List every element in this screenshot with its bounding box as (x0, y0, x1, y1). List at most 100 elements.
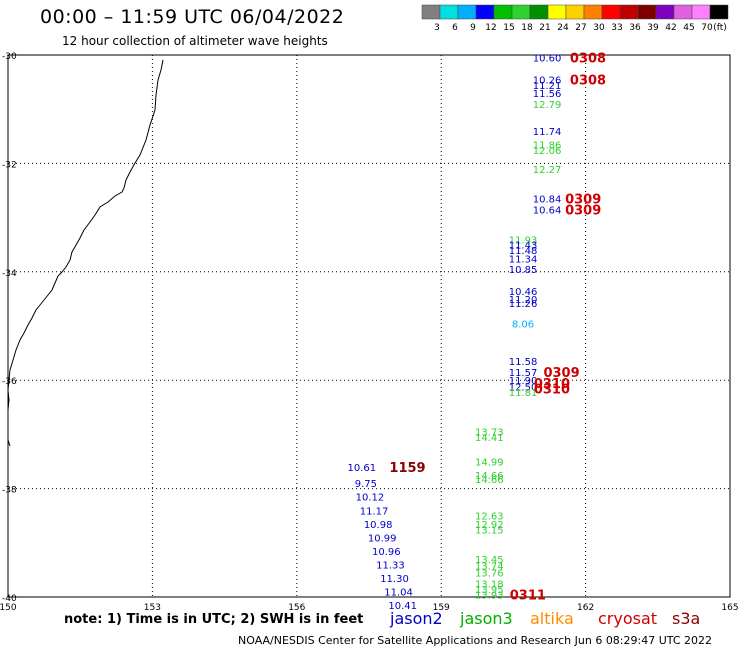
swh-value-track-c: 13.95 (475, 585, 504, 596)
swh-value-track-b: 10.46 (509, 287, 538, 298)
swh-value-track-b: 11.93 (509, 235, 538, 246)
swh-value-track-a: 11.56 (533, 89, 562, 100)
swh-value-track-d: 10.99 (368, 533, 397, 544)
swh-value-track-b: 12.50 (509, 383, 538, 394)
colorbar-swatch (619, 4, 639, 20)
swh-value-track-c: 12.63 (475, 512, 504, 523)
longitude-tick-label: 153 (144, 603, 161, 613)
pass-time-label: 1159 (389, 461, 425, 476)
map-subtitle: 12 hour collection of altimeter wave hei… (62, 34, 328, 48)
swh-value-track-c: 14.99 (475, 458, 504, 469)
colorbar-label: (ft) (713, 23, 727, 33)
latitude-tick-label: -40 (2, 594, 17, 604)
legend-s3a: s3a (672, 609, 701, 628)
swh-value-track-c: 13.93 (475, 590, 504, 601)
longitude-tick-label: 159 (433, 603, 450, 613)
swh-value-track-d: 11.30 (380, 574, 409, 585)
pass-time-label: 0310 (534, 377, 570, 392)
swh-value-track-a: 11.74 (533, 127, 562, 138)
colorbar-label: 39 (647, 23, 659, 33)
colorbar-label: 30 (593, 23, 605, 33)
legend-cryosat: cryosat (598, 609, 658, 628)
swh-value-track-d: 10.96 (372, 547, 401, 558)
swh-value-track-c: 14.66 (475, 475, 504, 486)
colorbar-swatch (583, 4, 603, 20)
swh-value-track-a: 11.86 (533, 140, 562, 151)
colorbar-label: 70 (701, 23, 713, 33)
swh-value-track-c: 13.18 (475, 579, 504, 590)
colorbar-swatch (547, 4, 567, 20)
swh-value-track-a: 10.26 (533, 75, 562, 86)
colorbar-swatch (511, 4, 531, 20)
colorbar-label: 45 (683, 23, 694, 33)
swh-value-track-c: 13.73 (475, 428, 504, 439)
colorbar-swatch (637, 4, 657, 20)
colorbar-label: 9 (470, 23, 476, 33)
swh-value-track-d: 11.17 (360, 506, 389, 517)
swh-value-track-d: 10.12 (356, 493, 385, 504)
longitude-tick-label: 162 (577, 603, 594, 613)
swh-value-track-b: 11.48 (509, 246, 538, 257)
swh-value-track-c: 13.15 (475, 525, 504, 536)
swh-value-track-b: 11.20 (509, 295, 538, 306)
swh-value-track-c: 13.74 (475, 562, 504, 573)
swh-value-track-d: 11.04 (384, 588, 413, 599)
swh-value-track-a: 11.21 (533, 81, 562, 92)
swh-value-track-a: 10.84 (533, 195, 562, 206)
legend-jason2: jason2 (390, 609, 443, 628)
longitude-tick-label: 165 (721, 603, 738, 613)
legend-jason3: jason3 (460, 609, 513, 628)
latitude-tick-label: -34 (2, 269, 17, 279)
swh-value-track-a: 12.06 (533, 146, 562, 157)
swh-value-track-d: 10.61 (347, 463, 376, 474)
colorbar-label: 42 (665, 23, 676, 33)
swh-value-track-c: 13.76 (475, 569, 504, 580)
swh-value-track-b: 8.06 (512, 319, 534, 330)
swh-value-track-d: 11.33 (376, 560, 405, 571)
swh-value-track-c: 13.45 (475, 555, 504, 566)
colorbar-label: 33 (611, 23, 622, 33)
colorbar-label: 27 (575, 23, 586, 33)
colorbar-label: 15 (503, 23, 514, 33)
colorbar-label: 21 (539, 23, 550, 33)
credit-line: NOAA/NESDIS Center for Satellite Applica… (238, 634, 713, 647)
latitude-tick-label: -30 (2, 52, 17, 62)
longitude-tick-label: 156 (288, 603, 305, 613)
swh-value-track-a: 12.27 (533, 165, 562, 176)
australia-coastline (7, 59, 164, 411)
colorbar-label: 18 (521, 23, 533, 33)
swh-value-track-b: 10.85 (509, 265, 538, 276)
swh-value-track-c: 12.92 (475, 520, 504, 531)
latitude-tick-label: -38 (2, 486, 17, 496)
colorbar-swatch (457, 4, 477, 20)
colorbar-swatch (601, 4, 621, 20)
swh-value-track-d: 10.98 (364, 520, 393, 531)
swh-value-track-a: 10.64 (533, 205, 562, 216)
swh-value-track-d: 9.75 (355, 479, 377, 490)
colorbar-label: 6 (452, 23, 458, 33)
swh-value-track-a: 12.79 (533, 100, 562, 111)
colorbar-label: 24 (557, 23, 569, 33)
longitude-tick-label: 150 (0, 603, 17, 613)
swh-value-track-b: 11.26 (509, 299, 538, 310)
colorbar-swatch (421, 4, 441, 20)
colorbar-swatch (565, 4, 585, 20)
pass-time-label: 0310 (534, 382, 570, 397)
pass-time-label: 0309 (543, 366, 579, 381)
colorbar-swatch (439, 4, 459, 20)
pass-time-label: 0309 (565, 193, 601, 208)
footer-note: note: 1) Time is in UTC; 2) SWH is in fe… (64, 612, 364, 627)
colorbar-label: 12 (485, 23, 496, 33)
swh-value-track-b: 11.43 (509, 241, 538, 252)
colorbar-swatch (655, 4, 675, 20)
pass-time-label: 0308 (570, 73, 606, 88)
colorbar-swatch (691, 4, 711, 20)
legend-altika: altika (530, 609, 574, 628)
map-title: 00:00 – 11:59 UTC 06/04/2022 (40, 6, 345, 28)
colorbar-swatch (493, 4, 513, 20)
swh-value-track-b: 11.81 (509, 388, 538, 399)
colorbar-swatch (709, 4, 729, 20)
swh-value-track-b: 11.57 (509, 368, 538, 379)
swh-value-track-b: 11.34 (509, 254, 538, 265)
